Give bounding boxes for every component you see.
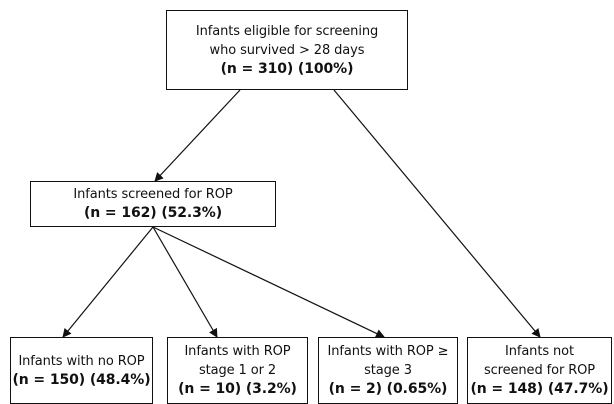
screened-infants-stat: (n = 162) (52.3%) (83, 205, 222, 221)
screened-infants-label: Infants screened for ROP (73, 187, 233, 202)
rop-stage-3-box: Infants with ROP ≥ stage 3 (n = 2) (0.65… (318, 337, 458, 404)
eligible-infants-box: Infants eligible for screening who survi… (166, 10, 408, 90)
rop-stage-3-line-2: stage 3 (364, 363, 412, 378)
rop-stage-3-stat: (n = 2) (0.65%) (328, 381, 448, 397)
rop-stage-3-line-1: Infants with ROP ≥ (327, 344, 449, 359)
not-screened-box: Infants not screened for ROP (n = 148) (… (467, 337, 612, 404)
not-screened-line-1: Infants not (504, 344, 575, 359)
arrow-screened-to-stage-3 (152, 226, 385, 338)
eligible-infants-line-2: who survived > 28 days (209, 42, 365, 58)
rop-stage-1-2-line-1: Infants with ROP (184, 344, 291, 359)
not-screened-stat: (n = 148) (47.7%) (470, 381, 609, 397)
no-rop-stat: (n = 150) (48.4%) (12, 371, 151, 388)
arrow-root-to-not-screened (333, 89, 541, 338)
eligible-infants-stat: (n = 310) (100%) (220, 60, 354, 77)
rop-stage-1-2-stat: (n = 10) (3.2%) (178, 381, 297, 397)
rop-stage-1-2-line-2: stage 1 or 2 (198, 363, 277, 378)
arrow-screened-to-no-rop (62, 226, 154, 338)
no-rop-box: Infants with no ROP (n = 150) (48.4%) (10, 337, 153, 404)
rop-stage-1-2-box: Infants with ROP stage 1 or 2 (n = 10) (… (167, 337, 308, 404)
arrow-screened-to-stage-1-2 (152, 226, 218, 338)
arrow-root-to-screened (154, 89, 241, 182)
screened-infants-box: Infants screened for ROP (n = 162) (52.3… (30, 181, 276, 227)
no-rop-label: Infants with no ROP (18, 353, 145, 369)
eligible-infants-line-1: Infants eligible for screening (195, 23, 379, 39)
not-screened-line-2: screened for ROP (483, 363, 596, 378)
